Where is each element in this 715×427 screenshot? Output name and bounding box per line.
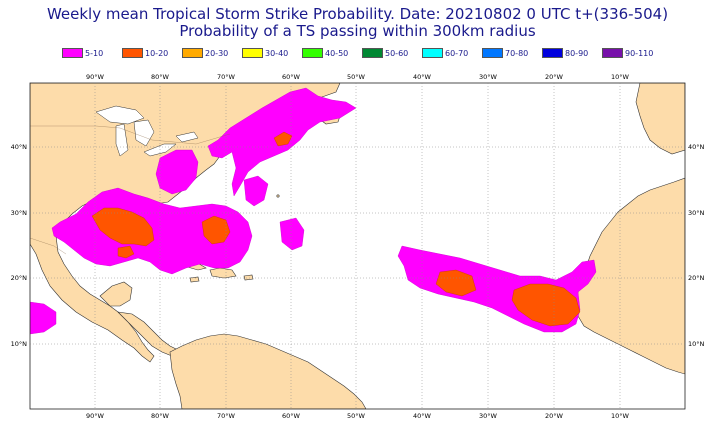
lat-label-right: 40°N (688, 143, 705, 151)
lon-label-top: 90°W (86, 73, 105, 81)
prob-10-20-atl-mid (435, 269, 477, 297)
prob-5-10-bermuda (243, 175, 269, 207)
lon-label-top: 20°W (545, 73, 564, 81)
lon-label-top: 50°W (347, 73, 366, 81)
graticule (30, 83, 685, 409)
us-mexico-border (30, 237, 67, 255)
lake-michigan (115, 123, 129, 157)
legend-item-20-30: 20-30 (182, 45, 242, 61)
lon-label-bottom: 70°W (217, 412, 236, 420)
legend-item-50-60: 50-60 (362, 45, 422, 61)
lat-label-right: 20°N (688, 274, 705, 282)
yucatan-land (99, 281, 133, 307)
lon-label-top: 40°W (413, 73, 432, 81)
us-canada-border (30, 125, 231, 145)
prob-10-20-gulf-south (117, 245, 135, 259)
legend-swatch (242, 48, 263, 58)
legend-swatch (62, 48, 83, 58)
bermuda-land (276, 194, 280, 198)
lat-label-left: 20°N (11, 274, 28, 282)
legend-label: 40-50 (325, 48, 349, 58)
prob-10-20-gulf-main (91, 207, 155, 247)
lon-label-top: 70°W (217, 73, 236, 81)
puerto-rico-land (243, 274, 254, 281)
lon-label-bottom: 30°W (479, 412, 498, 420)
great-lakes (95, 105, 199, 157)
legend-item-80-90: 80-90 (542, 45, 602, 61)
legend-swatch (122, 48, 143, 58)
lon-label-top: 30°W (479, 73, 498, 81)
legend-swatch (302, 48, 323, 58)
lon-label-top: 80°W (151, 73, 170, 81)
lake-huron (133, 119, 155, 147)
lon-label-bottom: 90°W (86, 412, 105, 420)
prob-5-10-east-us (155, 149, 199, 195)
prob-10-20-layer (91, 131, 581, 327)
legend-swatch (362, 48, 383, 58)
lon-label-bottom: 10°W (611, 412, 630, 420)
legend-label: 30-40 (265, 48, 289, 58)
legend-item-30-40: 30-40 (242, 45, 302, 61)
lon-label-top: 10°W (611, 73, 630, 81)
prob-5-10-west-atl (279, 217, 305, 251)
map-subtitle: Probability of a TS passing within 300km… (179, 22, 536, 40)
prob-10-20-north (273, 131, 293, 147)
legend-swatch (482, 48, 503, 58)
legend-label: 80-90 (565, 48, 589, 58)
prob-10-20-gulf-east (201, 215, 231, 245)
lake-superior (95, 105, 145, 125)
legend-item-60-70: 60-70 (422, 45, 482, 61)
legend-label: 60-70 (445, 48, 469, 58)
legend-label: 5-10 (85, 48, 104, 58)
legend-item-5-10: 5-10 (62, 45, 122, 61)
legend-swatch (542, 48, 563, 58)
lon-label-bottom: 60°W (282, 412, 301, 420)
jamaica-land (189, 276, 200, 283)
legend-item-90-110: 90-110 (602, 45, 662, 61)
legend-item-40-50: 40-50 (302, 45, 362, 61)
map-frame (29, 82, 686, 410)
legend-swatch (182, 48, 203, 58)
lon-label-bottom: 40°W (413, 412, 432, 420)
lon-label-bottom: 20°W (545, 412, 564, 420)
lon-label-bottom: 50°W (347, 412, 366, 420)
lat-label-left: 30°N (11, 209, 28, 217)
axis-labels: 90°W 90°W 80°W 80°W 70°W 70°W 60°W 60°W 50°W 50°W… (11, 73, 705, 420)
prob-5-10-pacific (30, 301, 57, 335)
legend-swatch (422, 48, 443, 58)
lat-label-right: 10°N (688, 340, 705, 348)
legend-label: 90-110 (625, 48, 654, 58)
map-title: Weekly mean Tropical Storm Strike Probab… (46, 5, 669, 23)
lat-label-left: 10°N (11, 340, 28, 348)
country-borders (30, 125, 231, 255)
legend-label: 20-30 (205, 48, 229, 58)
lon-label-top: 60°W (282, 73, 301, 81)
lon-label-bottom: 80°W (151, 412, 170, 420)
probability-legend: 5-10 10-20 20-30 30-40 40-50 50-60 60-70… (62, 45, 662, 61)
legend-swatch (602, 48, 623, 58)
lat-label-left: 40°N (11, 143, 28, 151)
lat-label-right: 30°N (688, 209, 705, 217)
legend-label: 10-20 (145, 48, 169, 58)
legend-label: 70-80 (505, 48, 529, 58)
legend-item-70-80: 70-80 (482, 45, 542, 61)
legend-label: 50-60 (385, 48, 409, 58)
iberia-land (635, 83, 685, 155)
south-america-land (169, 333, 367, 409)
legend-item-10-20: 10-20 (122, 45, 182, 61)
prob-10-20-atl-east (511, 283, 581, 327)
lake-ontario (175, 131, 199, 143)
